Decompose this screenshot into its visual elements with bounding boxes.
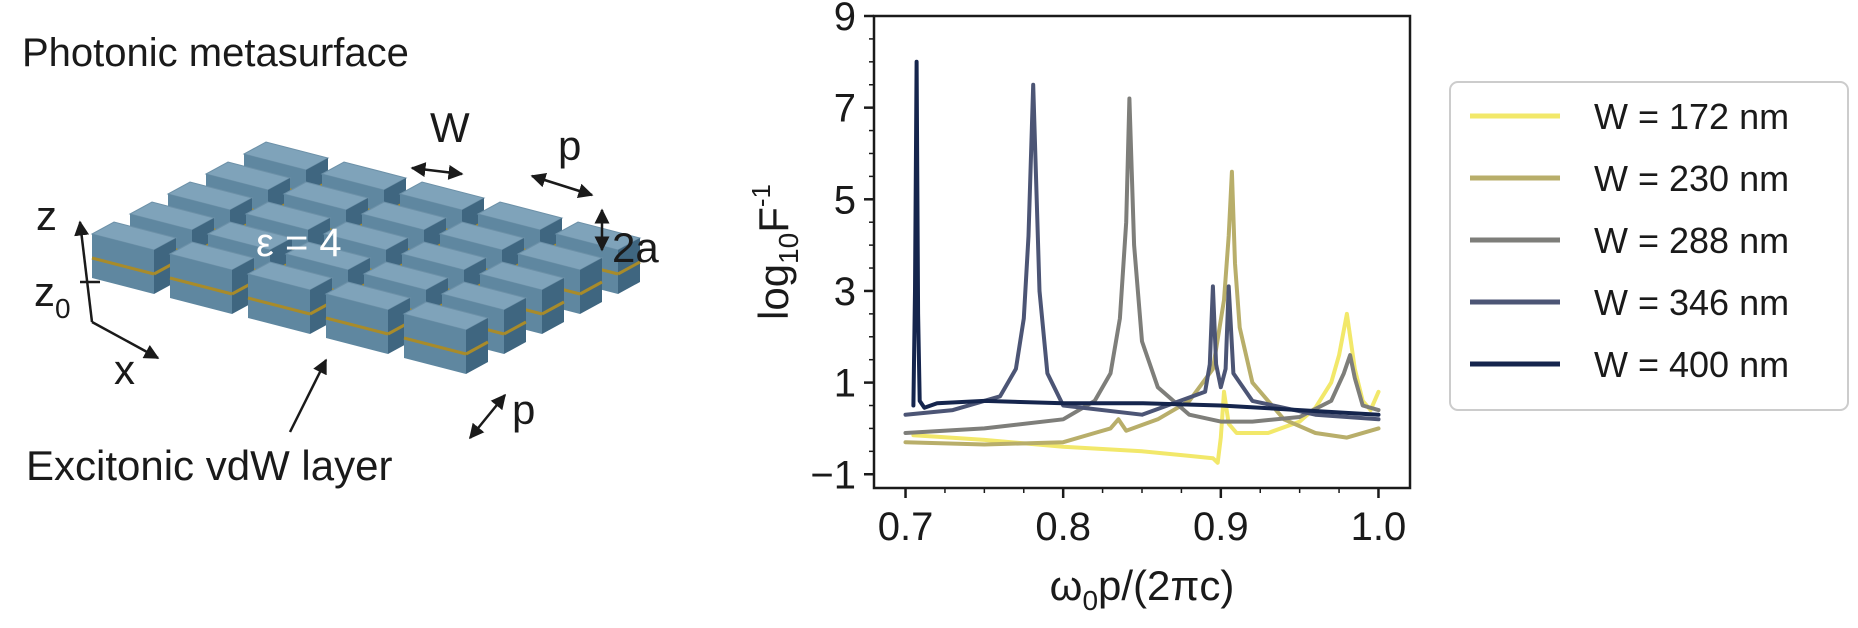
coordinate-axes: z z0 x (34, 192, 160, 393)
legend-frame (1449, 81, 1849, 411)
series-line (903, 82, 1381, 422)
layer-label: Excitonic vdW layer (26, 442, 392, 489)
x-tick-label: 0.9 (1193, 505, 1249, 549)
legend-item: W = 230 nm (1470, 158, 1789, 199)
legend-label: W = 346 nm (1594, 282, 1789, 323)
metasurface-block (90, 221, 178, 294)
series-line (911, 59, 1381, 417)
series-lines (903, 59, 1381, 465)
y-axis: −1 1 3 5 7 9 (810, 0, 874, 497)
height-label: 2a (612, 224, 659, 271)
width-label: W (430, 104, 470, 151)
legend-label: W = 288 nm (1594, 220, 1789, 261)
y-axis-title: log10F-1 (746, 184, 804, 320)
series-line (903, 169, 1381, 447)
width-dimension: W (410, 104, 470, 180)
schematic-title: Photonic metasurface (22, 31, 409, 75)
legend-label: W = 400 nm (1594, 344, 1789, 385)
axis-z-label: z (36, 192, 57, 239)
x-tick-label: 0.7 (878, 505, 934, 549)
legend-item: W = 400 nm (1470, 344, 1789, 385)
axis-z0-label: z0 (34, 268, 71, 324)
legend-item: W = 288 nm (1470, 220, 1789, 261)
y-tick-label: 7 (834, 87, 856, 131)
y-tick-label: −1 (810, 453, 856, 497)
legend-label: W = 172 nm (1594, 96, 1789, 137)
y-tick-label: 9 (834, 0, 856, 39)
series-line (903, 96, 1381, 435)
metasurface-block (324, 281, 412, 354)
legend-label: W = 230 nm (1594, 158, 1789, 199)
metasurface-block (402, 301, 490, 374)
series-line (911, 311, 1381, 465)
metasurface-block (246, 261, 334, 334)
y-tick-label: 1 (834, 362, 856, 406)
layer-pointer: Excitonic vdW layer (26, 358, 392, 489)
axis-x-label: x (114, 346, 135, 393)
period-dimension-top: p (530, 122, 594, 199)
metasurface-blocks (90, 141, 642, 374)
x-tick-label: 0.8 (1035, 505, 1091, 549)
period-label-bottom: p (512, 386, 535, 433)
metasurface-schematic: Photonic metasurface W p 2a ε = 4 z z0 (22, 31, 659, 489)
height-dimension: 2a (594, 208, 659, 271)
metasurface-block (168, 241, 256, 314)
legend-item: W = 172 nm (1470, 96, 1789, 137)
legend: W = 172 nm W = 230 nm W = 288 nm W = 346 nm… (1449, 81, 1849, 411)
period-label-top: p (558, 122, 581, 169)
legend-item: W = 346 nm (1470, 282, 1789, 323)
period-dimension-bottom: p (469, 386, 535, 440)
permittivity-label: ε = 4 (256, 221, 342, 265)
x-axis: 0.7 0.8 0.9 1.0 (878, 488, 1407, 549)
y-tick-label: 5 (834, 178, 856, 222)
y-tick-label: 3 (834, 270, 856, 314)
x-tick-label: 1.0 (1351, 505, 1407, 549)
chart: 0.7 0.8 0.9 1.0 −1 1 3 5 7 9 ω0p/(2πc) log10F-1 (746, 0, 1412, 616)
x-axis-title: ω0p/(2πc) (1050, 562, 1235, 616)
